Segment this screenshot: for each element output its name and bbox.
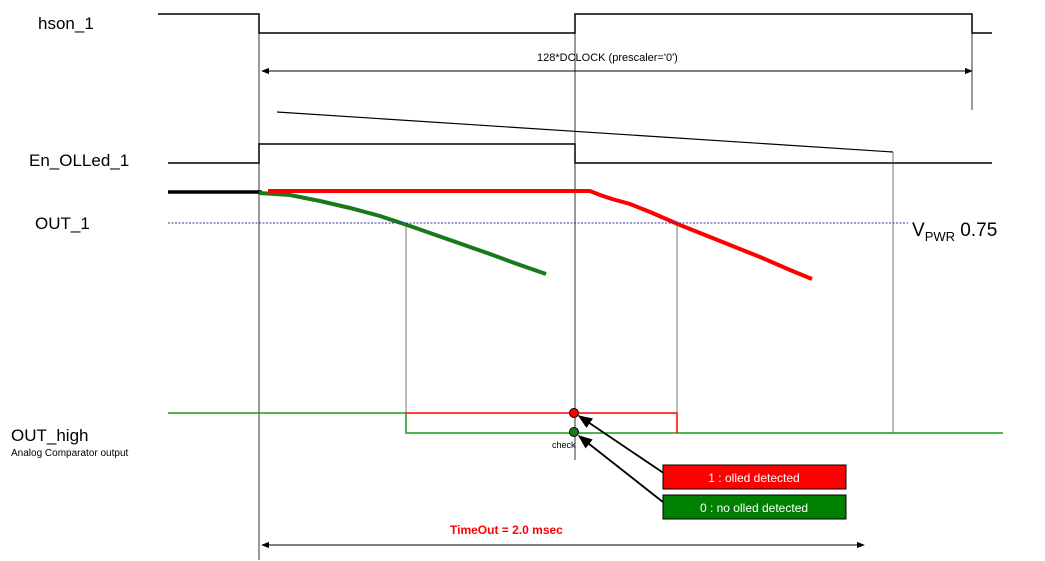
- clock-annotation: 128*DCLOCK (prescaler='0'): [537, 52, 678, 64]
- out-high-sublabel: Analog Comparator output: [11, 448, 129, 459]
- out-high-label: OUT_high: [11, 426, 88, 445]
- vpwr-label: VPWR 0.75: [912, 220, 997, 244]
- out-label: OUT_1: [35, 214, 90, 233]
- pointer-arrow-detected: [577, 415, 669, 477]
- timeout-label: TimeOut = 2.0 msec: [450, 523, 563, 537]
- hson-label: hson_1: [38, 14, 94, 33]
- pointer-arrow-not-detected: [577, 435, 669, 507]
- legend-not-detected: 0 : no olled detected: [662, 494, 847, 520]
- out-high-red-waveform: [406, 412, 678, 433]
- legend-detected-text: 1 : olled detected: [708, 471, 799, 485]
- out-green-curve: [258, 191, 547, 276]
- legend-detected: 1 : olled detected: [662, 464, 847, 490]
- slope-reference-line: [276, 111, 894, 153]
- check-label: check: [552, 440, 576, 450]
- check-point-detected: [569, 408, 579, 418]
- check-point-not-detected: [569, 427, 579, 437]
- out-high-green-waveform: [168, 412, 1003, 434]
- en-olled-waveform: [168, 143, 992, 164]
- out-red-curve: [268, 189, 813, 281]
- en-olled-label: En_OLLed_1: [29, 151, 129, 170]
- legend-not-detected-text: 0 : no olled detected: [700, 501, 808, 515]
